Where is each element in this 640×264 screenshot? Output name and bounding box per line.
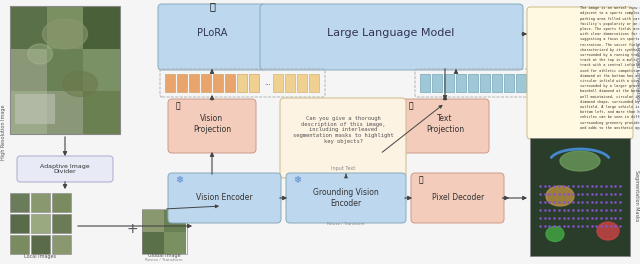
Bar: [237, 74, 247, 92]
Bar: [201, 74, 211, 92]
Bar: [273, 74, 283, 92]
Ellipse shape: [42, 19, 88, 49]
Bar: [420, 74, 430, 92]
Bar: [31, 235, 50, 254]
Bar: [142, 232, 164, 254]
FancyBboxPatch shape: [401, 99, 489, 153]
Bar: [10, 214, 29, 233]
Text: Vision Encoder: Vision Encoder: [196, 194, 252, 202]
Text: Resize / Transform: Resize / Transform: [145, 258, 183, 262]
Bar: [432, 74, 442, 92]
Bar: [530, 138, 630, 256]
FancyBboxPatch shape: [168, 99, 256, 153]
Bar: [225, 74, 235, 92]
Text: +: +: [126, 222, 138, 236]
Text: ❄: ❄: [175, 175, 183, 185]
Bar: [249, 74, 259, 92]
Bar: [504, 74, 514, 92]
Bar: [480, 74, 490, 92]
Bar: [10, 91, 47, 134]
Bar: [142, 210, 164, 232]
Text: Local Images: Local Images: [24, 254, 56, 259]
FancyBboxPatch shape: [411, 173, 504, 223]
Text: Grounding Vision
Encoder: Grounding Vision Encoder: [313, 188, 379, 208]
Bar: [165, 74, 175, 92]
Bar: [83, 49, 120, 91]
Text: 🔥: 🔥: [176, 101, 180, 111]
Bar: [10, 49, 47, 91]
Bar: [10, 6, 47, 49]
Text: 🔥: 🔥: [409, 101, 413, 111]
Bar: [31, 214, 50, 233]
Bar: [164, 210, 186, 232]
Ellipse shape: [546, 227, 564, 242]
Text: Vision
Projection: Vision Projection: [193, 114, 231, 134]
Text: Segmentation Masks: Segmentation Masks: [634, 170, 639, 222]
Bar: [52, 214, 71, 233]
Bar: [309, 74, 319, 92]
Text: Can you give a thorough
description of this image,
including interleaved
segment: Can you give a thorough description of t…: [292, 116, 394, 144]
Text: 🔥: 🔥: [209, 1, 215, 11]
Text: Resize / Transform: Resize / Transform: [327, 222, 365, 226]
Text: Input Text: Input Text: [331, 166, 355, 171]
FancyBboxPatch shape: [280, 98, 406, 178]
Ellipse shape: [560, 151, 600, 171]
Text: Large Language Model: Large Language Model: [327, 28, 454, 38]
Text: 🔥: 🔥: [419, 176, 423, 185]
FancyBboxPatch shape: [158, 4, 266, 70]
FancyBboxPatch shape: [168, 173, 281, 223]
Bar: [142, 209, 187, 254]
Bar: [47, 6, 83, 49]
Text: Adaptive Image
Divider: Adaptive Image Divider: [40, 164, 90, 175]
Bar: [285, 74, 295, 92]
Bar: [297, 74, 307, 92]
Bar: [444, 74, 454, 92]
Ellipse shape: [63, 72, 97, 97]
Text: ❄: ❄: [293, 175, 301, 185]
Bar: [83, 6, 120, 49]
Bar: [10, 193, 29, 212]
Bar: [47, 49, 83, 91]
Bar: [492, 74, 502, 92]
Bar: [52, 193, 71, 212]
Ellipse shape: [597, 222, 619, 240]
FancyBboxPatch shape: [17, 156, 113, 182]
Bar: [164, 232, 186, 254]
Text: The image is an aerial view of a parking lot
adjacent to a sports complex, showi: The image is an aerial view of a parking…: [580, 6, 640, 130]
Ellipse shape: [28, 44, 52, 64]
Text: High Resolution Image: High Resolution Image: [1, 104, 6, 160]
Bar: [468, 74, 478, 92]
Text: Grounded Conversation: Grounded Conversation: [634, 43, 639, 101]
Bar: [189, 74, 199, 92]
Bar: [52, 235, 71, 254]
Bar: [177, 74, 187, 92]
FancyBboxPatch shape: [527, 7, 633, 139]
Bar: [15, 94, 55, 124]
Text: ...: ...: [264, 80, 271, 86]
Bar: [516, 74, 526, 92]
Bar: [83, 91, 120, 134]
Text: Text
Projection: Text Projection: [426, 114, 464, 134]
Bar: [47, 91, 83, 134]
FancyBboxPatch shape: [260, 4, 523, 70]
FancyBboxPatch shape: [286, 173, 406, 223]
Ellipse shape: [546, 186, 574, 206]
Bar: [456, 74, 466, 92]
Bar: [31, 193, 50, 212]
Bar: [10, 235, 29, 254]
Text: Pixel Decoder: Pixel Decoder: [432, 194, 484, 202]
Text: Global Image: Global Image: [148, 253, 180, 258]
Text: PLoRA: PLoRA: [197, 28, 227, 38]
Bar: [213, 74, 223, 92]
